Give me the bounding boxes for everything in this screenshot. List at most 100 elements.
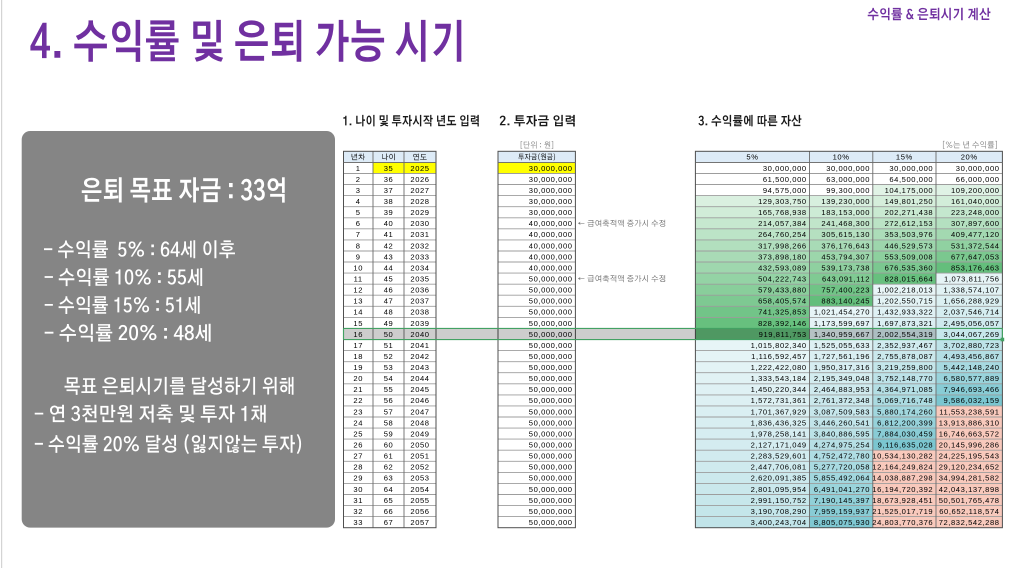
- svg-text:50,000,000: 50,000,000: [529, 330, 573, 339]
- svg-text:202,271,438: 202,271,438: [885, 208, 934, 217]
- svg-text:1,173,599,697: 1,173,599,697: [814, 319, 870, 328]
- svg-text:50,000,000: 50,000,000: [529, 297, 573, 306]
- svg-text:2044: 2044: [410, 374, 429, 383]
- svg-text:29,120,234,652: 29,120,234,652: [939, 463, 1000, 472]
- svg-text:2053: 2053: [410, 474, 429, 483]
- svg-text:1,222,422,080: 1,222,422,080: [751, 363, 807, 372]
- svg-text:241,468,300: 241,468,300: [821, 219, 870, 228]
- svg-text:2051: 2051: [410, 452, 429, 461]
- svg-text:9,116,635,028: 9,116,635,028: [878, 441, 934, 450]
- svg-text:36: 36: [384, 175, 394, 184]
- svg-text:26: 26: [353, 441, 363, 450]
- svg-text:2042: 2042: [410, 352, 429, 361]
- svg-text:2,195,349,048: 2,195,349,048: [814, 374, 870, 383]
- svg-text:46: 46: [384, 286, 394, 295]
- svg-text:2026: 2026: [410, 175, 429, 184]
- svg-text:6,580,577,889: 6,580,577,889: [943, 374, 999, 383]
- svg-text:1,073,811,756: 1,073,811,756: [944, 275, 1000, 284]
- svg-text:50,000,000: 50,000,000: [529, 518, 573, 527]
- svg-text:2049: 2049: [410, 430, 429, 439]
- svg-text:32: 32: [353, 507, 363, 516]
- svg-text:3,087,509,583: 3,087,509,583: [814, 407, 870, 416]
- svg-text:11,553,238,591: 11,553,238,591: [939, 407, 999, 416]
- svg-text:50,000,000: 50,000,000: [529, 496, 573, 505]
- svg-text:38: 38: [384, 197, 394, 206]
- svg-text:1,015,802,340: 1,015,802,340: [751, 341, 807, 350]
- svg-text:50,000,000: 50,000,000: [529, 341, 573, 350]
- svg-text:5%: 5%: [746, 153, 758, 162]
- svg-text:37: 37: [384, 186, 394, 195]
- svg-text:2046: 2046: [410, 396, 429, 405]
- svg-text:50,000,000: 50,000,000: [529, 474, 573, 483]
- svg-text:1,697,873,321: 1,697,873,321: [877, 319, 933, 328]
- svg-text:1,978,258,141: 1,978,258,141: [751, 430, 807, 439]
- svg-text:1: 1: [356, 164, 361, 173]
- svg-text:2037: 2037: [410, 297, 429, 306]
- svg-text:50,000,000: 50,000,000: [529, 407, 573, 416]
- svg-text:40: 40: [384, 219, 394, 228]
- svg-text:3,400,243,704: 3,400,243,704: [751, 518, 807, 527]
- svg-text:9: 9: [356, 252, 361, 261]
- svg-text:50,000,000: 50,000,000: [529, 308, 573, 317]
- svg-text:30,000,000: 30,000,000: [889, 164, 933, 173]
- svg-text:30,000,000: 30,000,000: [529, 175, 573, 184]
- svg-text:305,615,130: 305,615,130: [821, 230, 870, 239]
- svg-text:1,950,317,316: 1,950,317,316: [814, 363, 870, 372]
- svg-text:99,300,000: 99,300,000: [826, 186, 870, 195]
- svg-text:50,000,000: 50,000,000: [529, 485, 573, 494]
- svg-text:11: 11: [354, 275, 363, 284]
- svg-text:7,959,159,937: 7,959,159,937: [814, 507, 870, 516]
- svg-text:63,000,000: 63,000,000: [826, 175, 870, 184]
- svg-text:67: 67: [384, 518, 394, 527]
- svg-text:13: 13: [353, 297, 363, 306]
- svg-text:223,248,000: 223,248,000: [951, 208, 1000, 217]
- svg-text:50,000,000: 50,000,000: [529, 385, 573, 394]
- svg-text:47: 47: [384, 297, 394, 306]
- svg-text:13,913,886,310: 13,913,886,310: [939, 418, 1000, 427]
- svg-text:60,652,118,574: 60,652,118,574: [939, 507, 999, 516]
- svg-text:50,000,000: 50,000,000: [529, 352, 573, 361]
- svg-text:61,500,000: 61,500,000: [763, 175, 807, 184]
- svg-text:39: 39: [384, 208, 394, 217]
- svg-text:2025: 2025: [410, 164, 429, 173]
- svg-text:2,283,529,601: 2,283,529,601: [751, 452, 807, 461]
- svg-text:40,000,000: 40,000,000: [529, 241, 573, 250]
- svg-text:5: 5: [356, 208, 361, 217]
- svg-text:539,173,738: 539,173,738: [821, 263, 870, 272]
- svg-text:23: 23: [353, 407, 363, 416]
- svg-text:5,442,148,240: 5,442,148,240: [943, 363, 999, 372]
- svg-text:30,000,000: 30,000,000: [529, 208, 573, 217]
- svg-text:531,372,544: 531,372,544: [951, 241, 1000, 250]
- svg-text:2,761,372,348: 2,761,372,348: [814, 396, 870, 405]
- svg-text:2,352,937,467: 2,352,937,467: [877, 341, 933, 350]
- svg-text:22: 22: [353, 396, 363, 405]
- svg-text:66: 66: [384, 507, 394, 516]
- svg-text:2038: 2038: [410, 308, 429, 317]
- svg-text:62: 62: [384, 463, 394, 472]
- svg-text:2033: 2033: [410, 252, 429, 261]
- svg-text:15: 15: [353, 319, 363, 328]
- svg-text:42,043,137,898: 42,043,137,898: [939, 485, 1000, 494]
- svg-text:24,225,195,543: 24,225,195,543: [939, 452, 1000, 461]
- svg-text:44: 44: [384, 263, 394, 272]
- svg-text:50,000,000: 50,000,000: [529, 463, 573, 472]
- svg-text:15%: 15%: [896, 153, 913, 162]
- svg-text:2,620,091,385: 2,620,091,385: [751, 474, 807, 483]
- svg-text:2,127,171,049: 2,127,171,049: [751, 441, 807, 450]
- svg-text:2: 2: [356, 175, 361, 184]
- svg-text:2041: 2041: [410, 341, 429, 350]
- svg-text:2040: 2040: [410, 330, 429, 339]
- svg-text:6,812,200,399: 6,812,200,399: [877, 418, 933, 427]
- svg-text:2039: 2039: [410, 319, 429, 328]
- svg-text:2031: 2031: [410, 230, 429, 239]
- svg-text:14: 14: [353, 308, 363, 317]
- svg-text:50,000,000: 50,000,000: [529, 418, 573, 427]
- svg-text:50,000,000: 50,000,000: [529, 430, 573, 439]
- svg-text:2,464,883,953: 2,464,883,953: [814, 385, 870, 394]
- svg-text:40,000,000: 40,000,000: [529, 230, 573, 239]
- svg-text:35: 35: [384, 164, 394, 173]
- svg-text:50,000,000: 50,000,000: [529, 396, 573, 405]
- svg-text:2028: 2028: [410, 197, 429, 206]
- svg-text:64: 64: [384, 485, 394, 494]
- svg-text:2043: 2043: [410, 363, 429, 372]
